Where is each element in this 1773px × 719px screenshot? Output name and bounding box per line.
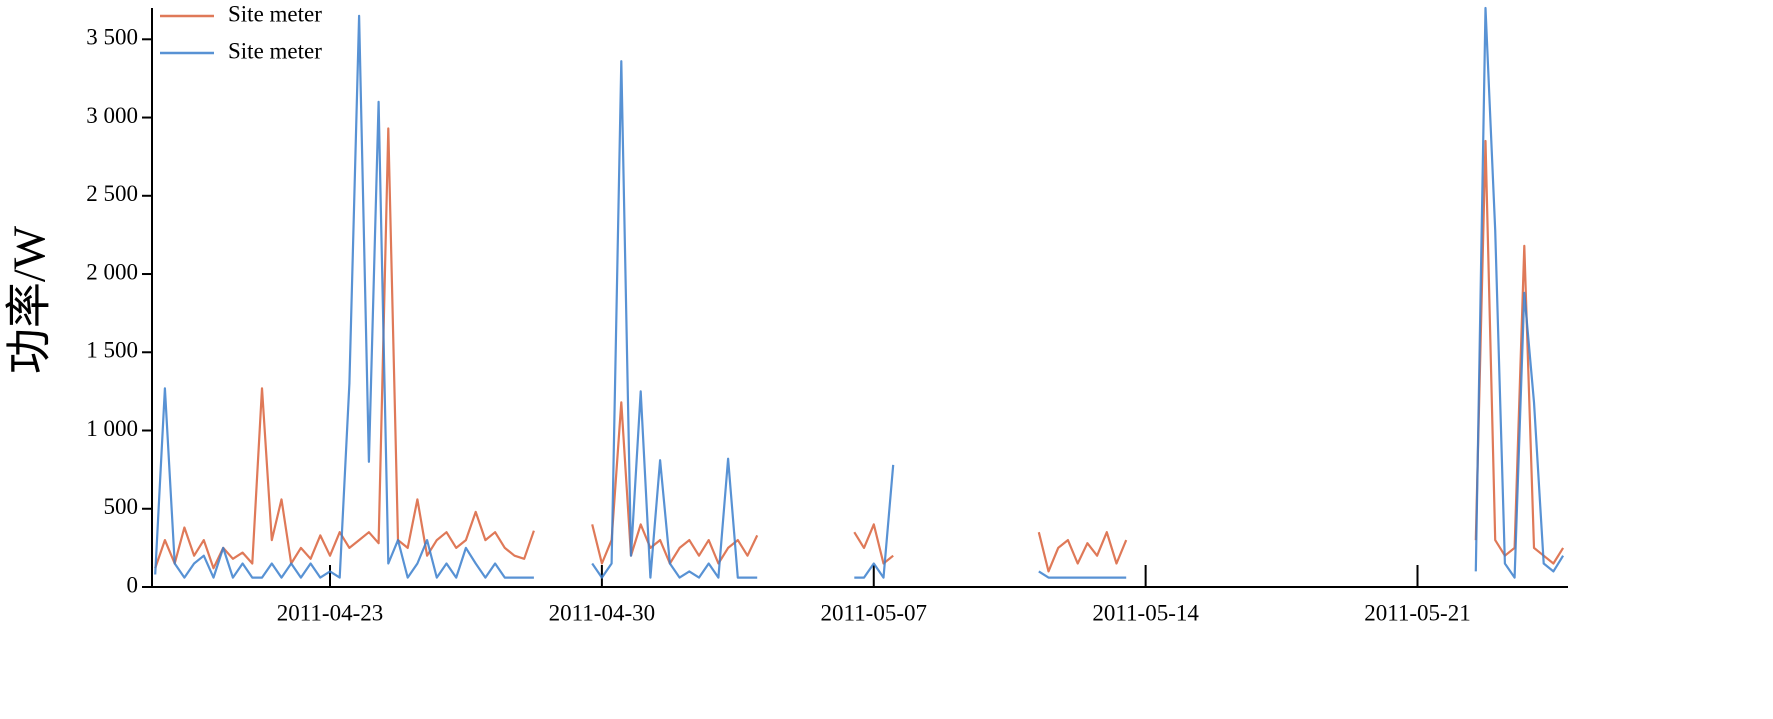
y-tick-label: 3 500 <box>86 25 138 50</box>
x-tick-label: 2011-04-23 <box>277 600 383 625</box>
y-tick-label: 2 000 <box>86 259 138 284</box>
y-tick-label: 3 000 <box>86 103 138 128</box>
y-tick-label: 1 500 <box>86 338 138 363</box>
legend-label: Site meter <box>228 38 322 63</box>
x-tick-label: 2011-05-21 <box>1364 600 1470 625</box>
series-line <box>154 6 1565 579</box>
y-tick-label: 2 500 <box>86 181 138 206</box>
legend-label: Site meter <box>228 1 322 26</box>
x-tick-label: 2011-05-07 <box>821 600 927 625</box>
series-line <box>154 127 1565 573</box>
x-tick-label: 2011-05-14 <box>1092 600 1199 625</box>
y-tick-label: 500 <box>104 494 139 519</box>
y-axis-label: 功率/W <box>4 225 55 374</box>
y-tick-label: 0 <box>127 572 139 597</box>
x-tick-label: 2011-04-30 <box>549 600 655 625</box>
y-tick-label: 1 000 <box>86 416 138 441</box>
